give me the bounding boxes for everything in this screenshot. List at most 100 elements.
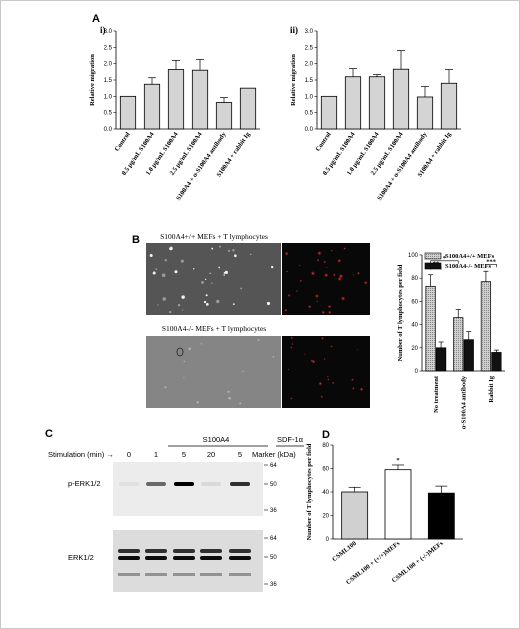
speck	[227, 249, 231, 252]
bar	[427, 492, 455, 540]
fluor-cell	[290, 397, 293, 400]
bar	[167, 69, 185, 130]
erk-band-lower	[229, 556, 251, 560]
speck	[157, 304, 159, 306]
significance-mark: *	[396, 457, 399, 464]
speck	[232, 303, 235, 306]
y-tick-label: 80	[322, 443, 329, 449]
bar-wt	[453, 317, 464, 372]
erk-band-faint	[200, 573, 222, 576]
marker-top-64: 64	[270, 463, 277, 469]
erk-band-faint	[118, 573, 140, 576]
micrograph-group: S100A4+/+ MEFs + T lymphocytes S100A4-/-…	[146, 232, 370, 408]
micrograph-bottom-caption: S100A4-/- MEFs + T lymphocytes	[162, 324, 266, 333]
bar-wt	[425, 285, 436, 372]
significance-bracket-mark: ***	[486, 258, 496, 265]
fluor-cell	[311, 359, 316, 364]
micrograph-fluorescence-wt	[282, 243, 370, 315]
debris	[176, 347, 184, 357]
speck	[242, 370, 244, 373]
stimulation-label: Stimulation (min) →	[48, 450, 114, 459]
fluor-cell	[356, 348, 359, 351]
fluor-cell	[327, 378, 330, 381]
x-category-label: Rabbit Ig	[488, 375, 495, 402]
y-tick-label: 2.5	[104, 45, 113, 51]
speck	[204, 278, 207, 281]
marker-bottom-64: 64	[270, 536, 277, 542]
fluor-cell	[356, 271, 361, 275]
speck	[200, 343, 203, 345]
fluor-cell	[327, 310, 332, 315]
speck	[183, 377, 185, 379]
fluor-cell	[340, 296, 346, 301]
header-s100a4: S100A4	[203, 435, 230, 444]
fluor-cell	[299, 279, 303, 283]
speck	[168, 310, 172, 314]
y-tick-label: 0.5	[104, 111, 113, 117]
speck	[164, 386, 167, 389]
fluor-cell	[291, 342, 294, 346]
panel-a-i-label: i)	[100, 25, 106, 35]
marker-bottom-50: 50	[270, 555, 277, 561]
speck	[174, 270, 178, 274]
speck	[155, 268, 158, 271]
speck	[224, 270, 228, 274]
lane-3: 20	[207, 450, 215, 459]
speck	[164, 259, 167, 262]
fluor-cell	[290, 346, 293, 349]
speck	[196, 401, 199, 404]
speck	[223, 274, 225, 276]
speck	[266, 301, 271, 306]
significance-bracket	[485, 263, 497, 268]
y-tick-label: 2.5	[305, 45, 314, 51]
y-tick-label: 3.0	[305, 29, 314, 35]
y-tick-label: 40	[411, 323, 418, 329]
blot-top-label: p-ERK1/2	[68, 479, 101, 488]
p-erk-band	[119, 482, 139, 486]
chart-a-ii: 0.0 0.5 1.0 1.5 2.0 2.5 3.0 Relative migration C…	[290, 29, 461, 202]
bar	[239, 87, 257, 130]
bar-ko	[435, 347, 447, 372]
speck	[205, 302, 209, 306]
fluor-cell	[295, 289, 299, 293]
speck	[161, 273, 166, 278]
y-tick-label: 1.0	[305, 94, 314, 100]
bar-wt	[480, 281, 492, 372]
speck	[182, 309, 184, 311]
speck	[249, 253, 252, 256]
speck	[239, 402, 242, 405]
panel-a-ii-label: ii)	[290, 25, 298, 35]
blot-bands	[118, 482, 251, 576]
fluor-cell	[290, 336, 294, 340]
speck	[257, 338, 260, 341]
blot-bottom-membrane	[113, 530, 263, 592]
legend-label: S100A4+/+ MEFs	[445, 253, 495, 260]
speck	[227, 390, 230, 393]
y-tick-label: 1.5	[104, 78, 113, 84]
bar	[320, 95, 338, 130]
bar	[143, 83, 161, 130]
fluor-cell	[307, 304, 312, 309]
fluor-cell	[352, 274, 355, 276]
speck	[203, 300, 207, 304]
speck	[240, 287, 243, 290]
y-tick-label: 80	[411, 276, 418, 282]
lane-1: 1	[154, 450, 158, 459]
speck	[177, 303, 181, 307]
erk-band-faint	[229, 573, 251, 576]
erk-band-lower	[118, 556, 140, 560]
speck	[188, 347, 192, 351]
bar	[344, 76, 362, 130]
erk-band-upper	[173, 549, 195, 553]
fluor-cell	[359, 387, 364, 392]
fluor-cell	[298, 264, 301, 267]
fluor-cell	[316, 250, 322, 256]
fluor-cell	[287, 368, 290, 371]
x-category-label: Control	[315, 131, 333, 153]
x-category-label: Control	[114, 131, 132, 153]
fluor-cell	[330, 345, 333, 348]
y-axis-label: Number of T lymphocytes per field	[397, 264, 404, 361]
panel-label-d: D	[322, 429, 330, 441]
y-tick-label: 100	[408, 253, 419, 259]
